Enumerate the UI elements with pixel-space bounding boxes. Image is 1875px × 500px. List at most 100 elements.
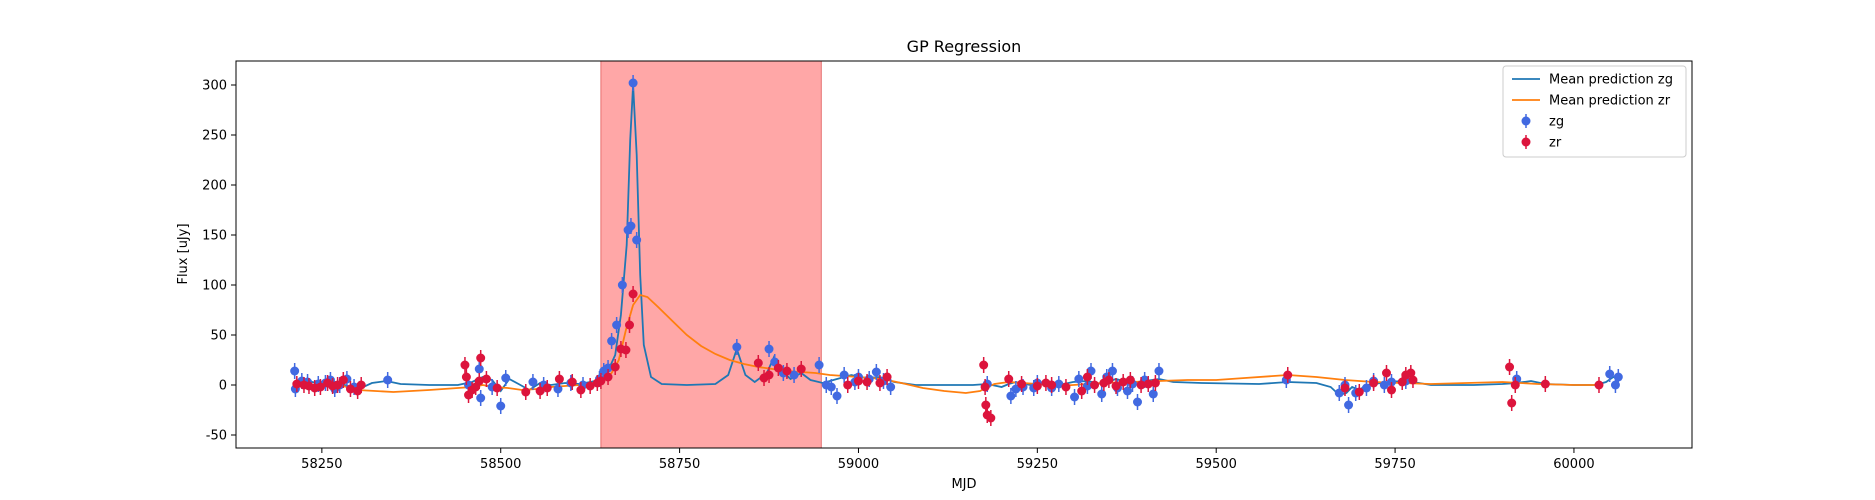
point-zg	[476, 390, 486, 406]
plot-frame	[235, 60, 1693, 449]
point-zg	[1613, 369, 1623, 385]
point-zr	[979, 357, 989, 373]
point-zr	[1090, 377, 1100, 393]
point-zg	[501, 370, 511, 386]
legend-item-zr: zr	[1521, 135, 1562, 151]
point-zr	[1381, 365, 1391, 381]
svg-text:zr: zr	[1549, 136, 1562, 151]
point-zg	[871, 364, 881, 380]
point-zr	[338, 372, 348, 388]
point-zr	[862, 374, 872, 390]
point-zr	[476, 350, 486, 366]
point-zr	[1061, 379, 1071, 395]
point-zg	[383, 372, 393, 388]
legend-item-line-0: Mean prediction zg	[1512, 73, 1673, 88]
point-zr	[1540, 376, 1550, 392]
point-zg	[789, 367, 799, 383]
point-zr	[345, 381, 355, 397]
point-zr	[603, 369, 613, 385]
svg-text:zg: zg	[1549, 115, 1564, 130]
point-zr	[981, 397, 991, 413]
y-tick-label: 0	[219, 379, 227, 394]
point-zg	[1074, 371, 1084, 387]
point-zr	[1386, 382, 1396, 398]
plot-area	[290, 60, 1623, 449]
point-zr	[596, 373, 606, 389]
point-zr	[1594, 377, 1604, 393]
x-tick-label: 59250	[1017, 457, 1058, 472]
point-zr	[625, 317, 635, 333]
point-zr	[621, 342, 631, 358]
point-zr	[1032, 378, 1042, 394]
point-zr	[782, 363, 792, 379]
point-zr	[1340, 380, 1350, 396]
point-zg	[732, 339, 742, 355]
x-tick-label: 59000	[838, 457, 879, 472]
point-zg	[626, 218, 636, 234]
point-zr	[843, 377, 853, 393]
point-zr	[492, 380, 502, 396]
x-tick-label: 58500	[480, 457, 521, 472]
point-zr	[853, 373, 863, 389]
point-zr	[567, 374, 577, 390]
point-zr	[1082, 369, 1092, 385]
point-zr	[1143, 376, 1153, 392]
x-axis-label: MJD	[951, 477, 976, 492]
point-zr	[1283, 367, 1293, 383]
point-zg	[607, 333, 617, 349]
point-zg	[1133, 394, 1143, 410]
point-zr	[1104, 372, 1114, 388]
point-zr	[610, 359, 620, 375]
point-zr	[1136, 377, 1146, 393]
point-zg	[496, 398, 506, 414]
x-tick-label: 60000	[1553, 457, 1594, 472]
point-zr	[554, 371, 564, 387]
point-zr	[1047, 377, 1057, 393]
svg-text:Mean prediction zg: Mean prediction zg	[1549, 73, 1673, 88]
point-zg	[1148, 386, 1158, 402]
point-zg	[1097, 386, 1107, 402]
svg-text:Mean prediction zr: Mean prediction zr	[1549, 94, 1671, 109]
point-zg	[886, 379, 896, 395]
point-zr	[542, 380, 552, 396]
point-zr	[1150, 375, 1160, 391]
point-zg	[764, 341, 774, 357]
point-zg	[1070, 389, 1080, 405]
line-zg	[294, 84, 1621, 397]
point-zr	[356, 377, 366, 393]
point-zr	[764, 367, 774, 383]
axes: 58250 58500 58750 59000 59250 59500 59750 60000…	[202, 79, 1594, 473]
y-tick-label: 50	[210, 329, 227, 344]
point-zr	[773, 360, 783, 376]
point-zr	[292, 376, 302, 392]
y-tick-label: 100	[202, 279, 227, 294]
legend-box	[1502, 65, 1687, 158]
point-zg	[1054, 376, 1064, 392]
y-tick-label: 250	[202, 129, 227, 144]
y-tick-label: -50	[206, 429, 227, 444]
legend-item-zg: zg	[1521, 114, 1564, 130]
point-zr	[1017, 376, 1027, 392]
point-zr	[461, 369, 471, 385]
y-tick-label: 300	[202, 79, 227, 94]
y-axis-label: Flux [uJy]	[176, 223, 191, 284]
point-zr	[460, 357, 470, 373]
point-zg	[1107, 363, 1117, 379]
point-zr	[1111, 378, 1121, 394]
point-zg	[1605, 366, 1615, 382]
point-zr	[875, 375, 885, 391]
point-zr	[1354, 384, 1364, 400]
x-tick-label: 58750	[659, 457, 700, 472]
point-zr	[753, 355, 763, 371]
point-zg	[814, 357, 824, 373]
point-zr	[521, 384, 531, 400]
point-zr	[986, 410, 996, 426]
point-zr	[1077, 383, 1087, 399]
chart-title: GP Regression	[907, 37, 1022, 56]
point-zg	[632, 232, 642, 248]
y-tick-label: 200	[202, 179, 227, 194]
point-zr	[1369, 375, 1379, 391]
legend-item-line-1: Mean prediction zr	[1512, 94, 1671, 109]
point-zg	[290, 363, 300, 379]
